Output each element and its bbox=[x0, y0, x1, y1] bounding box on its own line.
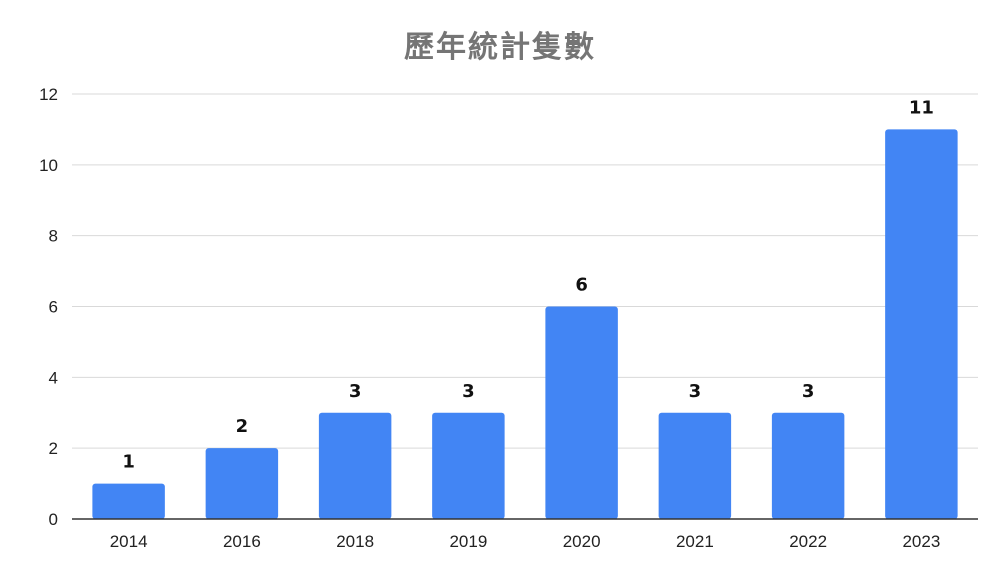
bar bbox=[771, 412, 845, 519]
y-tick-label: 6 bbox=[49, 298, 58, 317]
bar bbox=[658, 412, 732, 519]
x-tick-label: 2021 bbox=[676, 532, 714, 551]
data-label: 6 bbox=[575, 275, 588, 296]
x-tick-label: 2020 bbox=[563, 532, 601, 551]
data-label: 3 bbox=[802, 381, 815, 402]
x-tick-label: 2023 bbox=[902, 532, 940, 551]
data-label: 3 bbox=[349, 381, 362, 402]
bar bbox=[545, 306, 618, 519]
data-label: 2 bbox=[236, 416, 249, 437]
bar bbox=[432, 412, 505, 519]
data-label: 11 bbox=[909, 97, 934, 118]
bars bbox=[92, 129, 958, 519]
y-tick-label: 0 bbox=[49, 510, 58, 529]
y-tick-label: 8 bbox=[49, 227, 58, 246]
x-tick-label: 2022 bbox=[789, 532, 827, 551]
x-tick-label: 2019 bbox=[449, 532, 487, 551]
x-tick-label: 2014 bbox=[110, 532, 148, 551]
y-tick-label: 2 bbox=[49, 439, 58, 458]
data-label: 1 bbox=[122, 452, 135, 473]
x-tick-label: 2016 bbox=[223, 532, 261, 551]
y-tick-label: 4 bbox=[49, 368, 58, 387]
bar bbox=[885, 129, 958, 519]
bar bbox=[92, 483, 165, 519]
data-label: 3 bbox=[462, 381, 475, 402]
bar bbox=[205, 448, 279, 519]
y-tick-label: 12 bbox=[39, 85, 58, 104]
gridlines bbox=[72, 93, 978, 449]
y-tick-label: 10 bbox=[39, 156, 58, 175]
x-tick-label: 2018 bbox=[336, 532, 374, 551]
chart-title: 歷年統計隻數 bbox=[404, 30, 596, 65]
data-label: 3 bbox=[689, 381, 702, 402]
labels: 0 2 4 6 8 10 12 1 2014 2 2016 3 2018 3 2019 6 2020 3 2021 3… bbox=[39, 85, 940, 551]
bar bbox=[318, 412, 392, 519]
